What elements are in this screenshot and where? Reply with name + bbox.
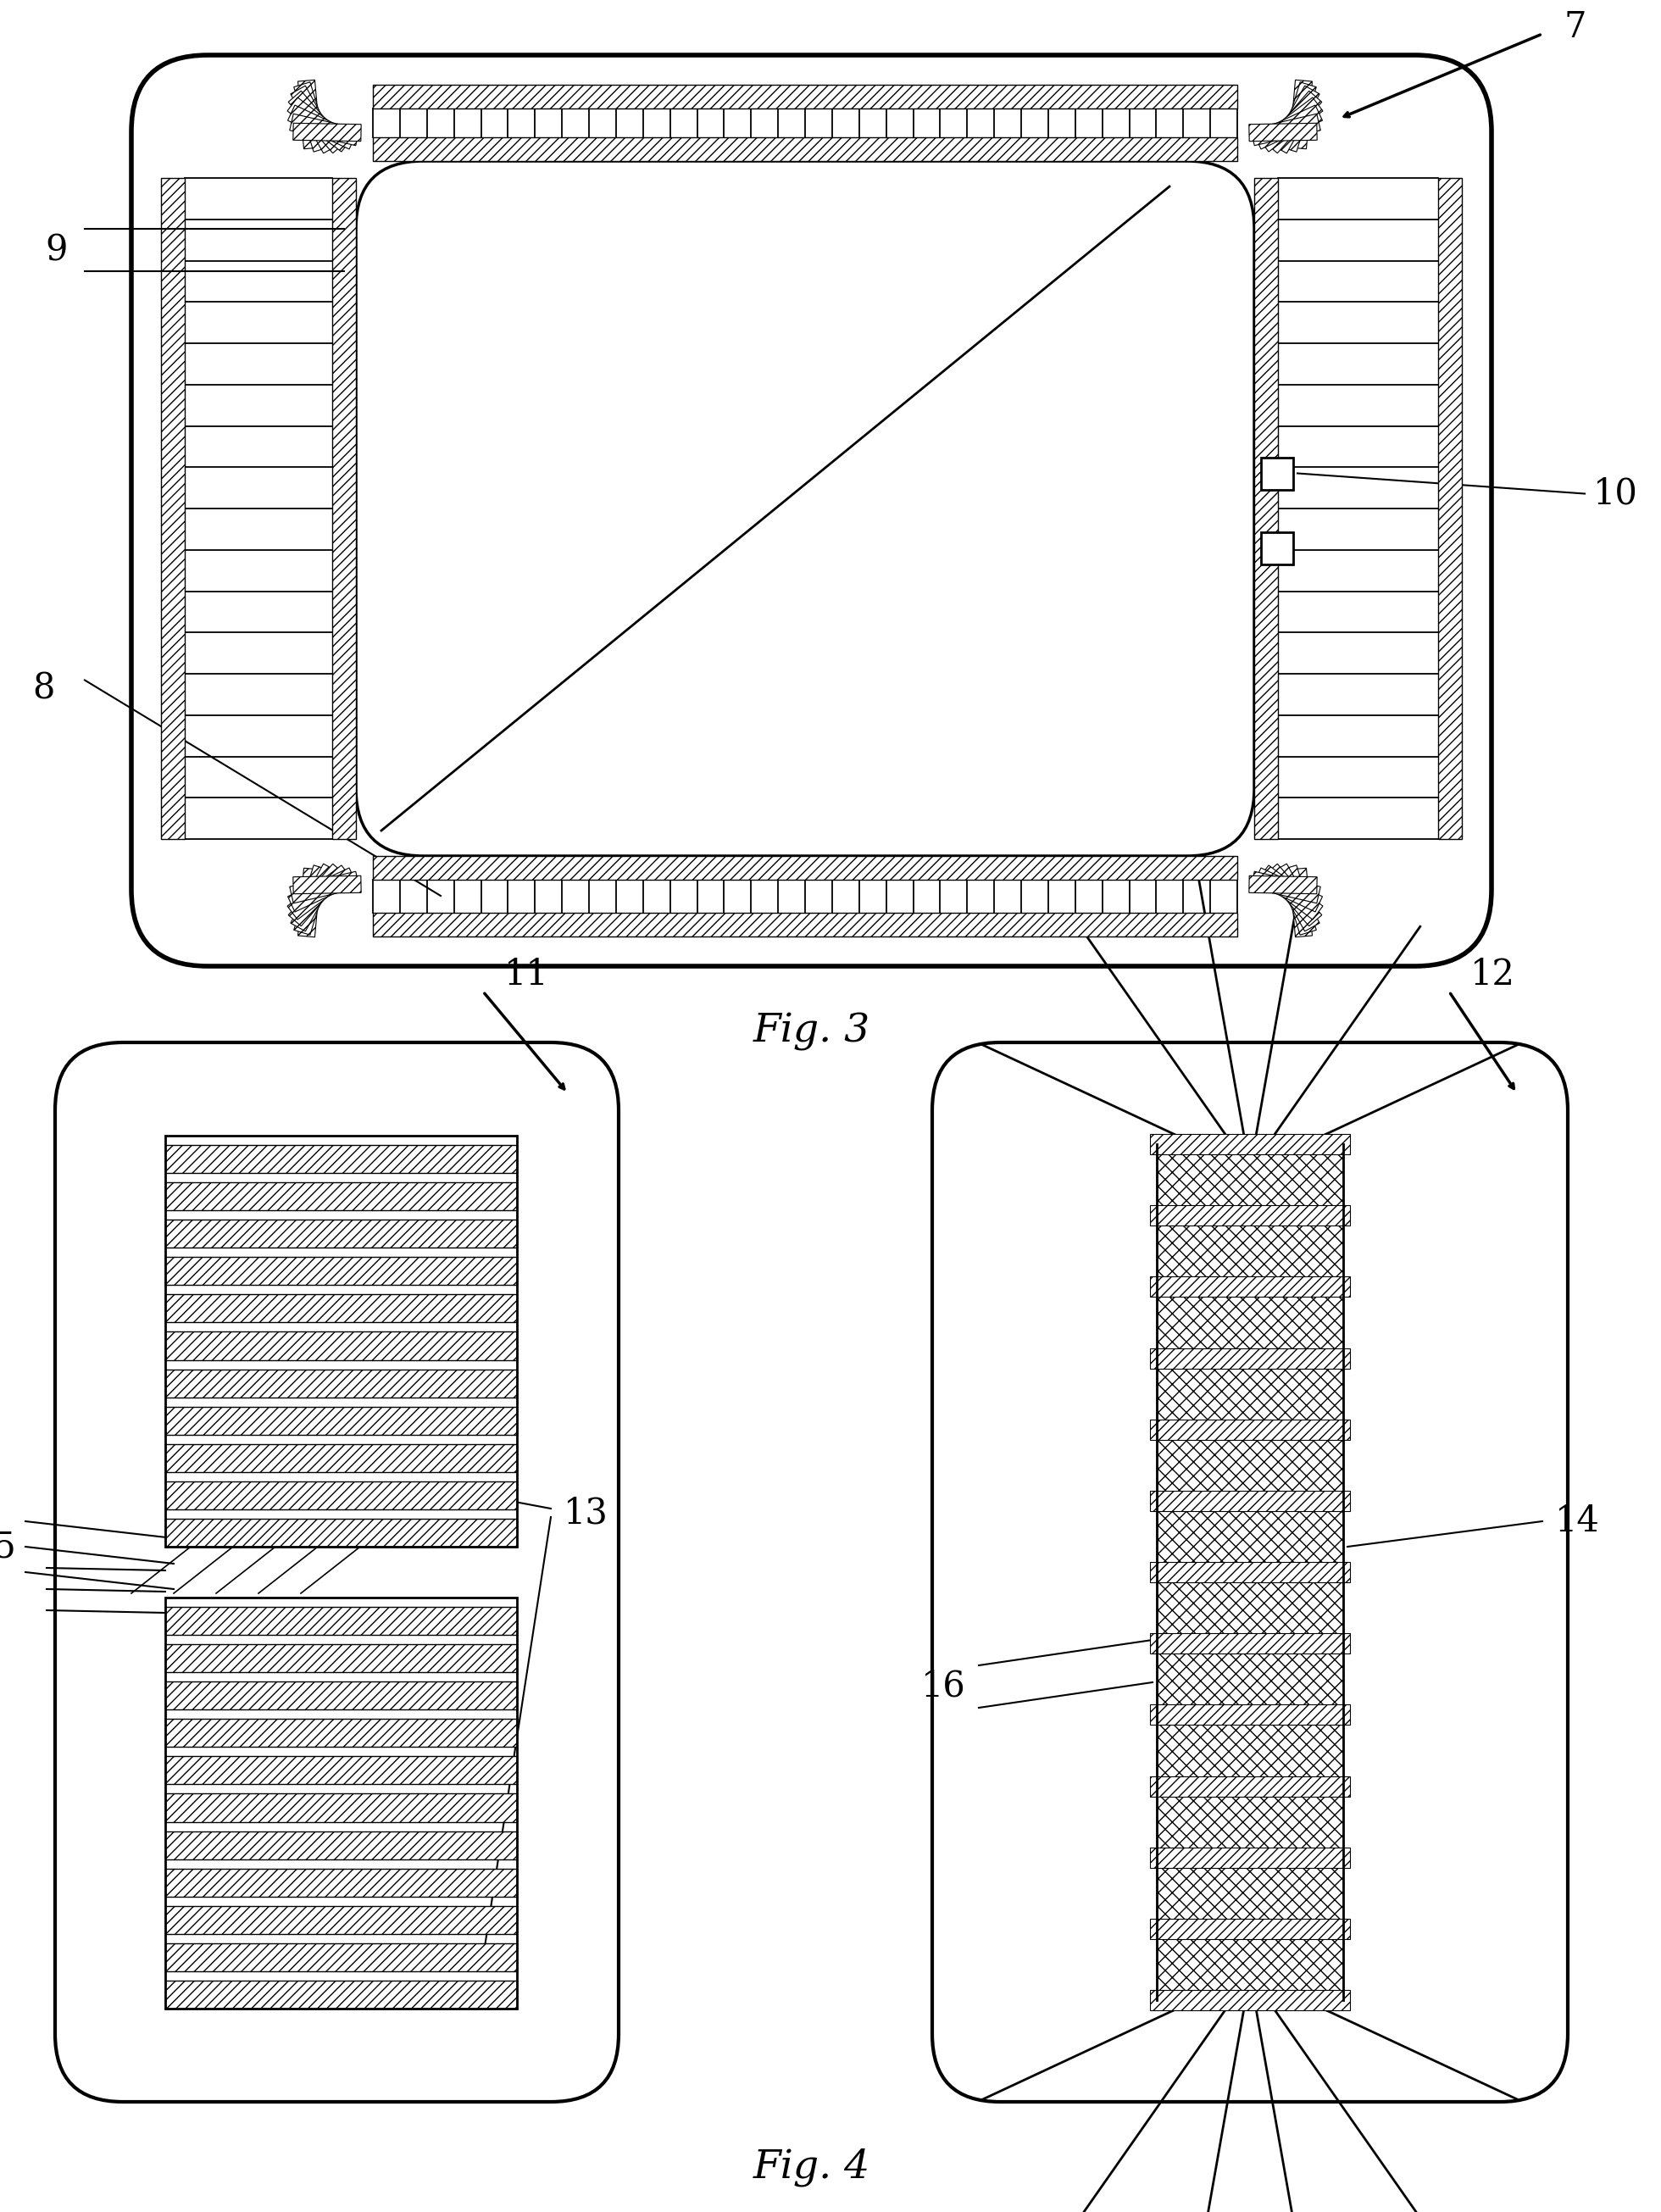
- Bar: [164, 1135, 517, 1546]
- Bar: [1149, 1420, 1350, 1440]
- Bar: [1281, 82, 1316, 153]
- Bar: [164, 1294, 517, 1323]
- Bar: [372, 137, 1237, 161]
- FancyBboxPatch shape: [55, 1042, 618, 2101]
- Bar: [164, 1606, 517, 1635]
- Bar: [287, 97, 352, 153]
- Bar: [287, 865, 352, 920]
- Text: 8: 8: [33, 670, 55, 706]
- Bar: [164, 1256, 517, 1285]
- Bar: [164, 1980, 517, 2008]
- Bar: [164, 1794, 517, 1823]
- Bar: [289, 872, 359, 902]
- Bar: [289, 865, 345, 927]
- Bar: [1149, 1135, 1350, 1155]
- Text: Fig. 4: Fig. 4: [752, 2148, 870, 2188]
- Bar: [164, 1907, 517, 1933]
- Bar: [164, 1719, 517, 1747]
- Bar: [1254, 867, 1322, 911]
- Bar: [1149, 1347, 1350, 1369]
- Bar: [292, 876, 360, 894]
- Bar: [1149, 1776, 1350, 1796]
- Bar: [164, 1644, 517, 1672]
- Text: 11: 11: [505, 958, 548, 993]
- Bar: [1272, 863, 1319, 931]
- FancyBboxPatch shape: [131, 55, 1492, 967]
- Bar: [287, 867, 357, 911]
- Bar: [161, 177, 184, 838]
- Bar: [1259, 865, 1322, 920]
- Bar: [164, 1444, 517, 1471]
- Text: 10: 10: [1593, 476, 1638, 511]
- FancyBboxPatch shape: [932, 1042, 1568, 2101]
- Bar: [164, 1681, 517, 1710]
- Bar: [1438, 177, 1462, 838]
- Bar: [289, 113, 359, 146]
- Bar: [1249, 876, 1317, 894]
- Text: 16: 16: [922, 1668, 967, 1703]
- Bar: [1272, 86, 1319, 153]
- Bar: [164, 1369, 517, 1398]
- Bar: [164, 1832, 517, 1858]
- Text: Fig. 3: Fig. 3: [752, 1013, 870, 1051]
- Bar: [164, 1520, 517, 1546]
- Bar: [164, 1332, 517, 1360]
- Bar: [164, 1597, 517, 2008]
- Bar: [294, 865, 331, 936]
- Bar: [1149, 1991, 1350, 2011]
- Bar: [1251, 113, 1320, 146]
- Bar: [289, 91, 345, 153]
- Bar: [1149, 1847, 1350, 1867]
- Bar: [1149, 1632, 1350, 1655]
- Bar: [1249, 124, 1317, 142]
- Bar: [287, 106, 357, 148]
- Bar: [372, 914, 1237, 936]
- Bar: [164, 1183, 517, 1210]
- Bar: [164, 1756, 517, 1785]
- Bar: [297, 867, 321, 938]
- Bar: [1149, 1705, 1350, 1725]
- Bar: [1149, 1206, 1350, 1225]
- Text: 13: 13: [563, 1495, 608, 1531]
- Bar: [1289, 80, 1312, 148]
- Bar: [1261, 531, 1294, 564]
- Bar: [164, 1482, 517, 1509]
- Bar: [1149, 1491, 1350, 1511]
- Bar: [164, 1219, 517, 1248]
- Bar: [1156, 1144, 1344, 2000]
- Bar: [1264, 865, 1322, 927]
- Bar: [292, 124, 360, 142]
- Bar: [1261, 458, 1294, 489]
- Bar: [1149, 1562, 1350, 1582]
- Text: 12: 12: [1470, 958, 1515, 993]
- Bar: [291, 863, 339, 931]
- Bar: [164, 1869, 517, 1896]
- Text: 14: 14: [1555, 1504, 1600, 1540]
- Bar: [1281, 865, 1316, 936]
- Bar: [1289, 867, 1312, 938]
- Bar: [1149, 1276, 1350, 1296]
- Bar: [1251, 872, 1320, 902]
- Bar: [164, 1407, 517, 1436]
- Text: 7: 7: [1563, 9, 1586, 44]
- Text: 9: 9: [45, 232, 68, 268]
- Bar: [297, 80, 321, 148]
- Bar: [1254, 106, 1322, 148]
- Bar: [1264, 91, 1322, 153]
- Text: 15: 15: [0, 1528, 17, 1564]
- Bar: [1259, 97, 1322, 153]
- Bar: [372, 856, 1237, 880]
- Bar: [164, 1146, 517, 1172]
- Bar: [164, 1942, 517, 1971]
- Bar: [291, 86, 339, 153]
- Bar: [294, 82, 331, 153]
- Bar: [332, 177, 355, 838]
- Bar: [1149, 1918, 1350, 1940]
- Bar: [372, 84, 1237, 108]
- FancyBboxPatch shape: [355, 161, 1254, 856]
- Bar: [1254, 177, 1277, 838]
